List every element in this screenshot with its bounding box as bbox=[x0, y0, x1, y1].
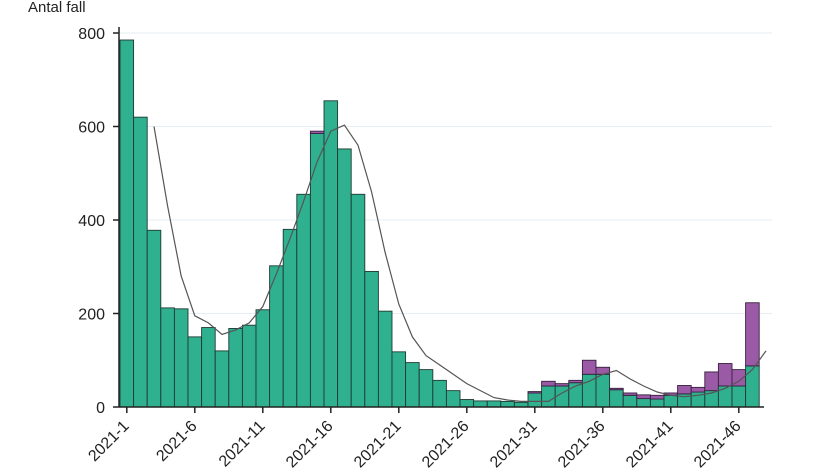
x-tick-label: 2021-41 bbox=[623, 418, 677, 468]
bar-2021-12-s1 bbox=[269, 265, 284, 408]
bar-2021-27-s1 bbox=[473, 400, 488, 408]
bar-2021-10-s1 bbox=[241, 324, 257, 408]
bar-2021-34-s2 bbox=[568, 379, 583, 384]
bar-2021-26-s1 bbox=[459, 399, 475, 408]
bar-2021-39-s1 bbox=[636, 398, 651, 408]
bar-2021-39-s2 bbox=[636, 394, 651, 400]
bar-2021-4-s1 bbox=[160, 307, 175, 408]
bar-2021-29-s1 bbox=[500, 400, 515, 408]
x-tick-label: 2021-46 bbox=[691, 418, 745, 468]
y-tick-label: 200 bbox=[78, 307, 105, 324]
bar-2021-18-s1 bbox=[350, 193, 366, 408]
bar-2021-9-s1 bbox=[228, 328, 243, 408]
bar-2021-33-s2 bbox=[554, 383, 570, 387]
x-tick-label: 2021-1 bbox=[85, 418, 132, 465]
y-tick-label: 600 bbox=[78, 120, 105, 137]
bar-2021-32-s1 bbox=[541, 385, 556, 408]
trend-line bbox=[153, 124, 767, 402]
bar-2021-43-s2 bbox=[690, 386, 706, 393]
bar-2021-47-s1 bbox=[745, 365, 760, 408]
bar-2021-38-s1 bbox=[622, 394, 638, 408]
trend bbox=[153, 124, 767, 402]
bar-2021-1-s1 bbox=[119, 39, 135, 408]
bar-2021-22-s1 bbox=[405, 362, 420, 408]
bar-2021-44-s2 bbox=[704, 371, 719, 392]
bar-2021-38-s2 bbox=[622, 392, 638, 396]
bar-2021-7-s1 bbox=[201, 327, 216, 408]
bar-2021-21-s1 bbox=[391, 351, 407, 408]
gridlines bbox=[119, 32, 772, 314]
bar-2021-15-s2 bbox=[309, 130, 325, 134]
bar-2021-5-s1 bbox=[173, 308, 189, 408]
y-axis-label: Antal fall bbox=[28, 0, 86, 16]
y-tick-label: 0 bbox=[96, 400, 105, 417]
bar-2021-46-s1 bbox=[731, 385, 747, 408]
bar-2021-41-s1 bbox=[663, 394, 679, 408]
bar-2021-19-s1 bbox=[364, 270, 379, 408]
bar-2021-47-s2 bbox=[745, 302, 760, 367]
bar-2021-37-s1 bbox=[609, 389, 624, 408]
bar-2021-31-s2 bbox=[527, 391, 543, 394]
bar-2021-13-s1 bbox=[282, 228, 298, 408]
bar-2021-17-s1 bbox=[337, 148, 352, 408]
bar-2021-42-s2 bbox=[677, 385, 692, 395]
bar-2021-16-s1 bbox=[323, 100, 339, 408]
bars bbox=[119, 39, 760, 408]
x-tick-label: 2021-16 bbox=[283, 418, 337, 468]
bar-2021-24-s1 bbox=[432, 379, 447, 408]
bar-2021-3-s1 bbox=[146, 229, 162, 408]
bar-2021-35-s2 bbox=[581, 359, 597, 375]
bar-2021-36-s1 bbox=[595, 373, 611, 408]
bar-2021-20-s1 bbox=[377, 310, 393, 408]
x-tick-label: 2021-26 bbox=[419, 418, 473, 468]
bar-2021-25-s1 bbox=[445, 390, 461, 408]
bar-2021-23-s1 bbox=[418, 369, 434, 408]
y-tick-label: 400 bbox=[78, 213, 105, 230]
bar-2021-40-s1 bbox=[649, 398, 665, 408]
x-tick-label: 2021-11 bbox=[216, 418, 269, 468]
bar-2021-45-s1 bbox=[717, 385, 733, 408]
bar-2021-45-s2 bbox=[717, 363, 733, 387]
bar-2021-37-s2 bbox=[609, 387, 624, 391]
bar-2021-31-s1 bbox=[527, 392, 543, 408]
x-tick-label: 2021-36 bbox=[555, 418, 609, 468]
bar-2021-32-s2 bbox=[541, 380, 556, 387]
y-tick-label: 800 bbox=[78, 26, 105, 43]
x-tick-label: 2021-21 bbox=[351, 418, 405, 468]
bar-2021-28-s1 bbox=[486, 400, 502, 408]
bar-2021-2-s1 bbox=[133, 116, 148, 408]
bar-2021-14-s1 bbox=[296, 193, 311, 408]
bar-2021-40-s2 bbox=[649, 394, 665, 400]
bar-2021-6-s1 bbox=[187, 336, 203, 408]
x-tick-label: 2021-6 bbox=[153, 418, 200, 465]
x-tick-label: 2021-31 bbox=[487, 418, 541, 468]
bar-2021-8-s1 bbox=[214, 350, 230, 408]
bar-2021-11-s1 bbox=[255, 309, 271, 408]
